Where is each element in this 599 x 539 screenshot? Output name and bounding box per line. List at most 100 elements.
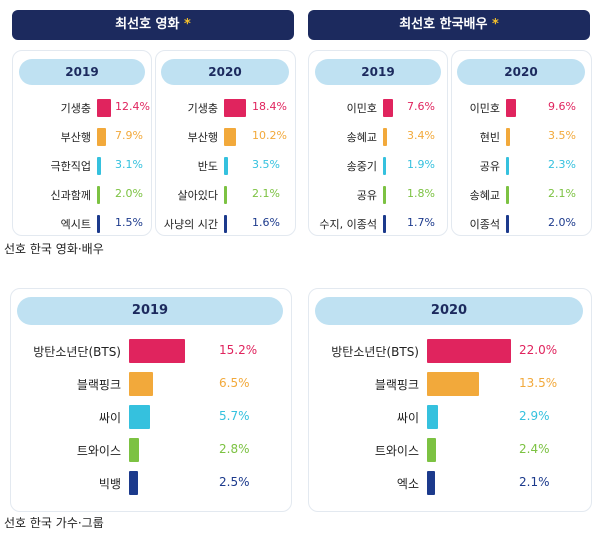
bar: [427, 471, 436, 495]
chart-movies-2019: 2019 기생충 12.4% 부산행 7.9% 극한직업 3.1% 신과함께 2.0% 엑시트 1.…: [12, 50, 152, 236]
value-label: 3.5%: [252, 158, 280, 171]
value-label: 2.8%: [219, 442, 250, 456]
bar: [506, 186, 509, 204]
value-label: 1.6%: [252, 216, 280, 229]
bar: [129, 438, 140, 462]
value-label: 2.0%: [115, 187, 143, 200]
value-label: 2.0%: [548, 216, 576, 229]
value-label: 2.5%: [219, 475, 250, 489]
value-label: 3.4%: [407, 129, 435, 142]
bar: [383, 215, 386, 233]
bar: [427, 339, 511, 363]
category-label: 사냥의 시간: [163, 218, 218, 231]
category-label: 부산행: [187, 131, 218, 144]
value-label: 1.8%: [407, 187, 435, 200]
category-label: 송중기: [346, 160, 377, 173]
category-label: 반도: [197, 160, 218, 173]
value-label: 6.5%: [219, 376, 250, 390]
value-label: 9.6%: [548, 100, 576, 113]
category-label: 블랙핑크: [76, 378, 121, 392]
value-label: 12.4%: [115, 100, 150, 113]
value-label: 2.3%: [548, 158, 576, 171]
category-label: 극한직업: [50, 160, 91, 173]
chart-movies-2020: 2020 기생충 18.4% 부산행 10.2% 반도 3.5% 살아있다 2.1% 사냥의 시간…: [155, 50, 296, 236]
category-label: 방탄소년단(BTS): [331, 345, 419, 359]
year-pill: 2019: [17, 297, 283, 325]
bar: [97, 186, 100, 204]
value-label: 10.2%: [252, 129, 287, 142]
bar: [97, 215, 100, 233]
bar: [224, 128, 237, 146]
category-label: 이민호: [469, 102, 500, 115]
bar: [427, 372, 479, 396]
bar: [224, 215, 227, 233]
value-label: 1.7%: [407, 216, 435, 229]
value-label: 2.1%: [252, 187, 280, 200]
year-pill: 2020: [161, 59, 289, 85]
value-label: 22.0%: [519, 343, 558, 357]
bar: [97, 128, 106, 146]
category-label: 트와이스: [374, 444, 419, 458]
bar: [506, 99, 516, 117]
bar: [224, 186, 227, 204]
year-pill: 2020: [457, 59, 585, 85]
bar: [383, 99, 393, 117]
category-label: 공유: [479, 160, 500, 173]
year-pill: 2020: [315, 297, 583, 325]
bar: [383, 157, 386, 175]
actors-header: 최선호 한국배우 *: [308, 10, 590, 40]
category-label: 블랙핑크: [374, 378, 419, 392]
category-label: 방탄소년단(BTS): [33, 345, 121, 359]
category-label: 송혜교: [469, 189, 500, 202]
movies-header-title: 최선호 영화: [115, 17, 180, 32]
category-label: 엑소: [396, 477, 419, 491]
category-label: 싸이: [396, 411, 419, 425]
bar: [224, 157, 229, 175]
value-label: 1.5%: [115, 216, 143, 229]
bar: [506, 128, 510, 146]
chart-singers-2020: 2020 방탄소년단(BTS) 22.0% 블랙핑크 13.5% 싸이 2.9% 트와이스 2.…: [308, 288, 592, 512]
category-label: 이민호: [346, 102, 377, 115]
year-pill: 2019: [315, 59, 441, 85]
chart-actors-2020: 2020 이민호 9.6% 현빈 3.5% 공유 2.3% 송혜교 2.1% 이종석 2.0%: [451, 50, 592, 236]
caption-top: 선호 한국 영화·배우: [4, 242, 104, 256]
chart-singers-2019: 2019 방탄소년단(BTS) 15.2% 블랙핑크 6.5% 싸이 5.7% 트와이스 2.8…: [10, 288, 292, 512]
category-label: 기생충: [60, 102, 91, 115]
value-label: 7.6%: [407, 100, 435, 113]
category-label: 싸이: [98, 411, 121, 425]
bar: [383, 128, 388, 146]
actors-header-star: *: [491, 17, 499, 32]
bar: [427, 405, 439, 429]
bar: [506, 215, 509, 233]
bar: [129, 405, 150, 429]
movies-header: 최선호 영화 *: [12, 10, 294, 40]
category-label: 기생충: [187, 102, 218, 115]
bar: [97, 99, 111, 117]
value-label: 5.7%: [219, 409, 250, 423]
bar: [129, 339, 185, 363]
category-label: 이종석: [469, 218, 500, 231]
bar: [383, 186, 386, 204]
caption-bottom: 선호 한국 가수·그룹: [4, 516, 104, 530]
bar: [224, 99, 246, 117]
category-label: 공유: [356, 189, 377, 202]
actors-header-title: 최선호 한국배우: [399, 17, 488, 32]
value-label: 2.1%: [519, 475, 550, 489]
value-label: 15.2%: [219, 343, 258, 357]
bar: [129, 471, 139, 495]
category-label: 수지, 이종석: [319, 218, 377, 231]
category-label: 트와이스: [76, 444, 121, 458]
bar: [506, 157, 509, 175]
value-label: 3.5%: [548, 129, 576, 142]
bar: [129, 372, 153, 396]
bar: [427, 438, 437, 462]
value-label: 2.9%: [519, 409, 550, 423]
movies-header-star: *: [184, 17, 191, 32]
category-label: 엑시트: [60, 218, 91, 231]
category-label: 송혜교: [346, 131, 377, 144]
value-label: 3.1%: [115, 158, 143, 171]
category-label: 살아있다: [177, 189, 218, 202]
category-label: 부산행: [60, 131, 91, 144]
value-label: 2.4%: [519, 442, 550, 456]
year-pill: 2019: [19, 59, 145, 85]
